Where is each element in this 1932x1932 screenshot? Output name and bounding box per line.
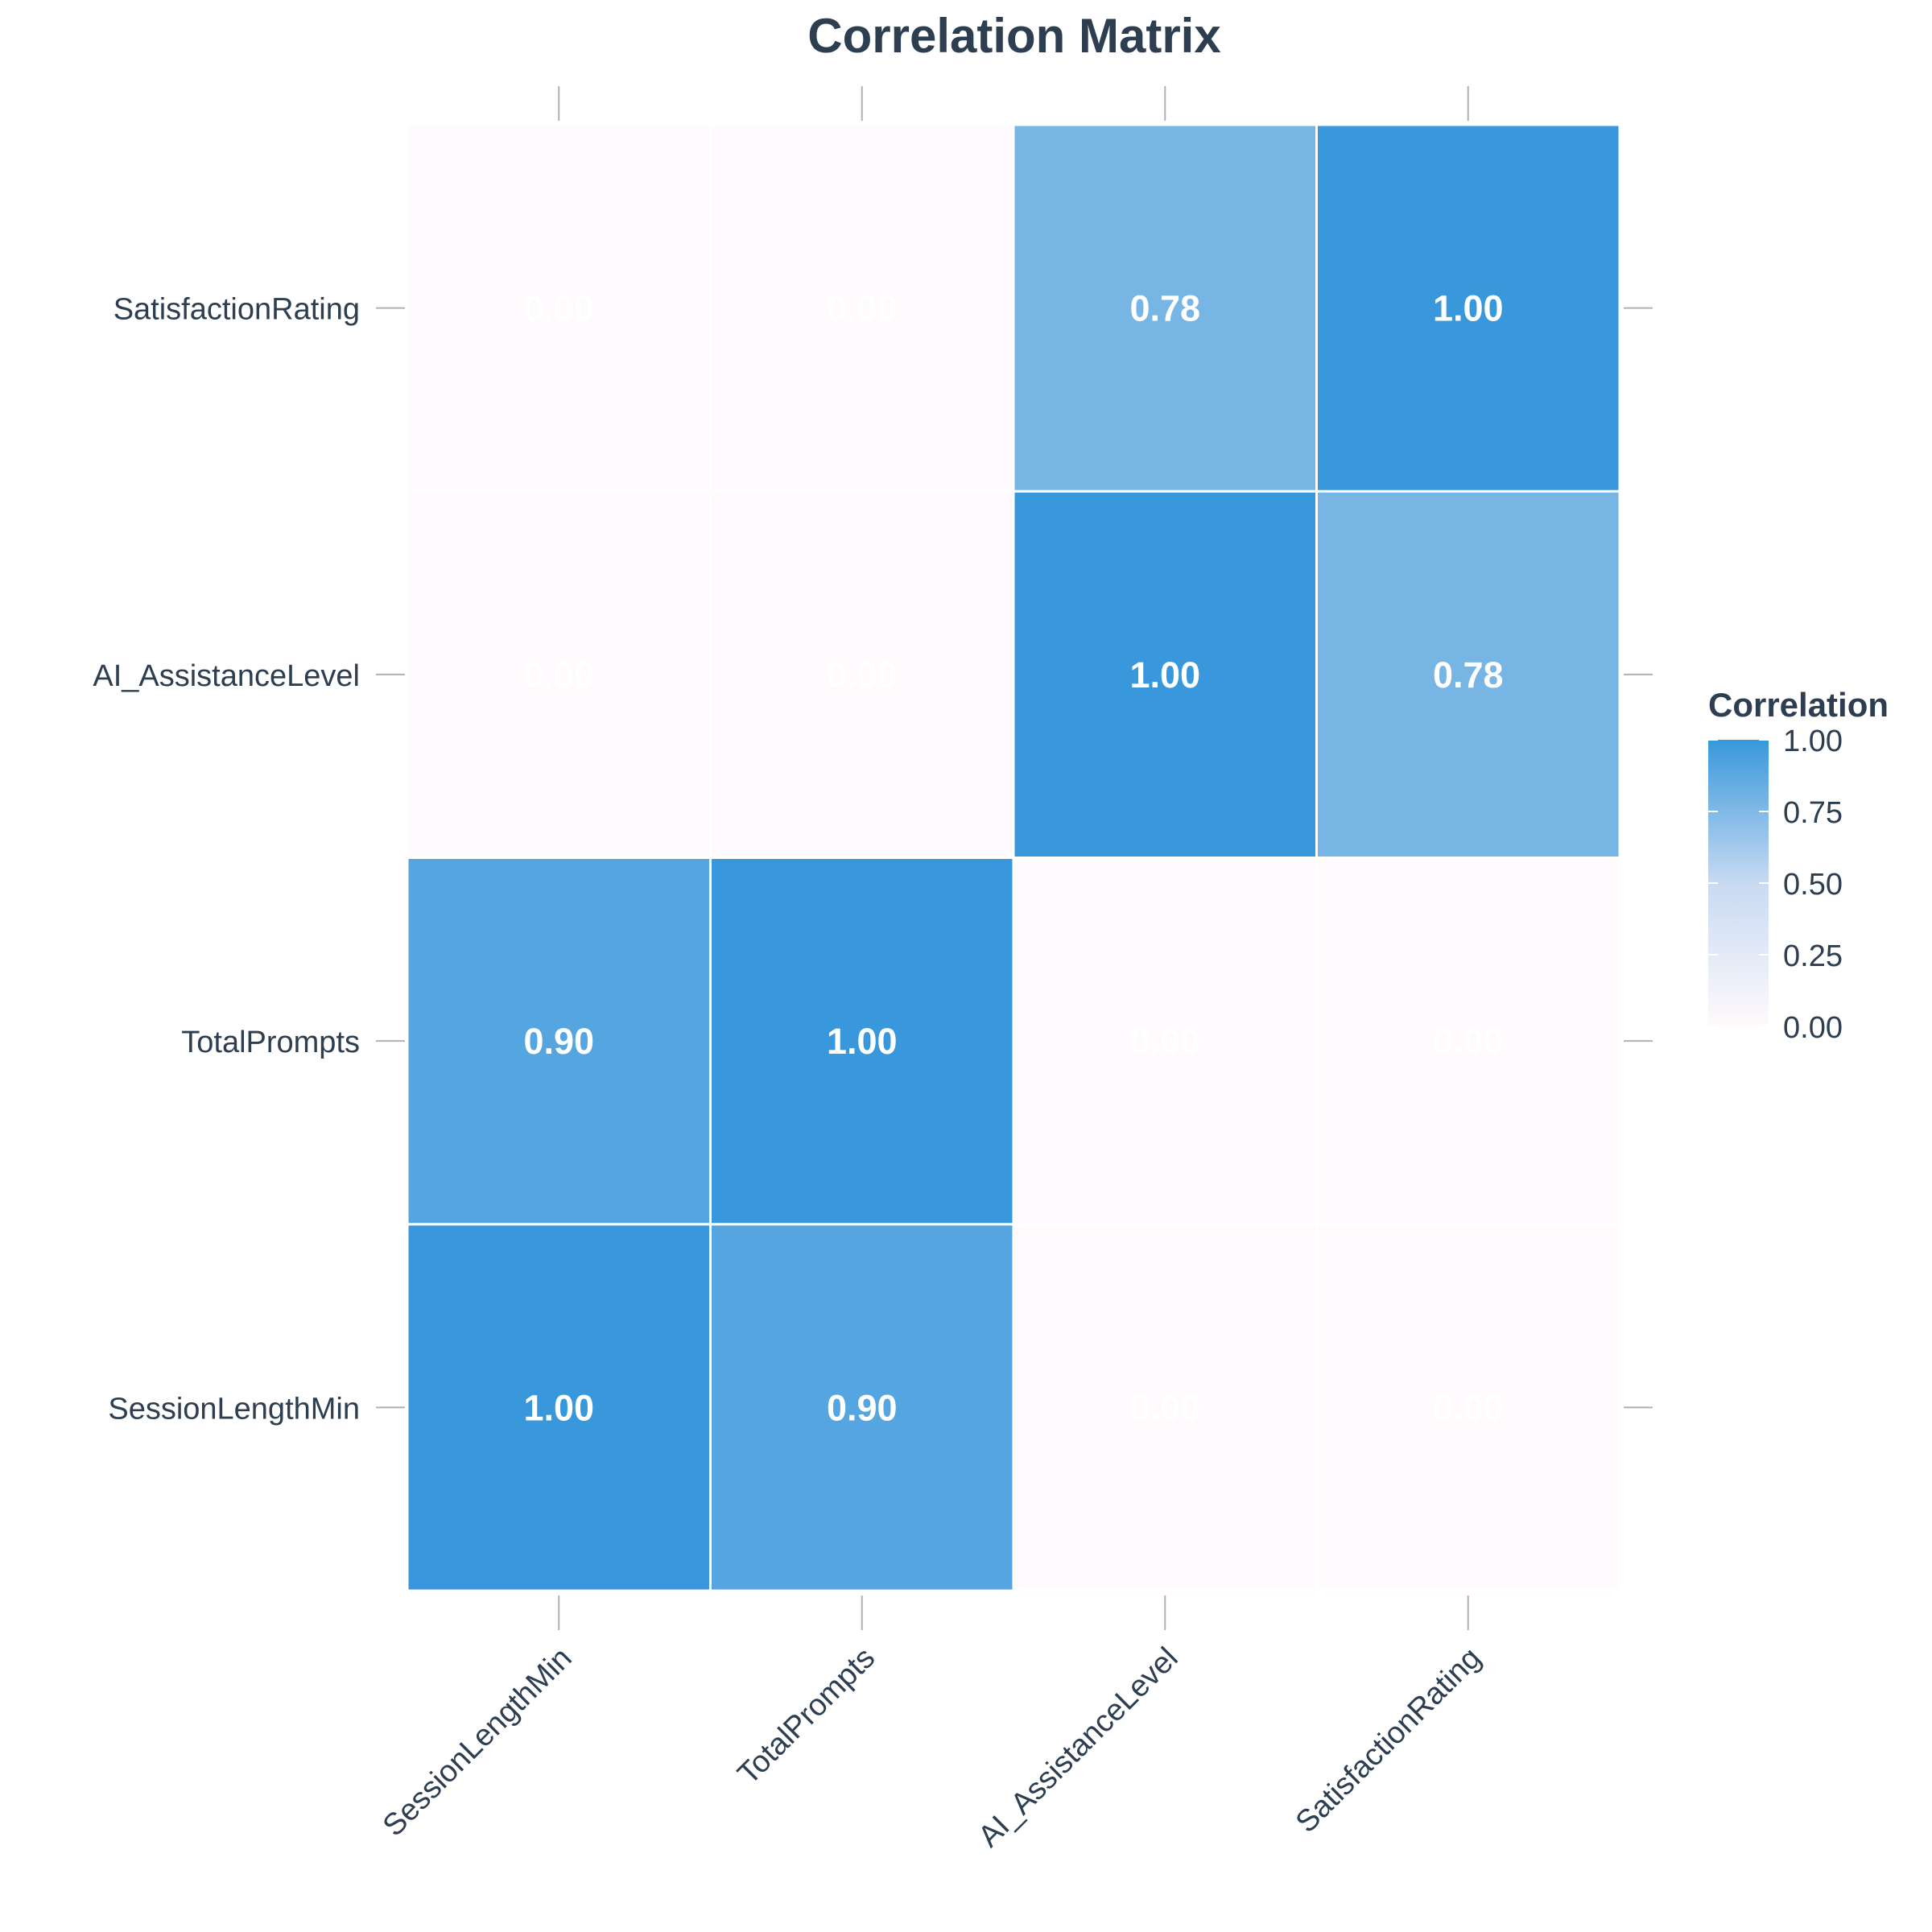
legend-title: Correlation	[1708, 686, 1889, 724]
legend-tick-label: 0.50	[1783, 868, 1843, 902]
legend-tick-label: 0.00	[1783, 1011, 1843, 1045]
heatmap-cell	[406, 857, 712, 1226]
cell-value-label: 1.00	[1433, 288, 1504, 329]
legend-tick-label: 1.00	[1783, 724, 1843, 758]
x-axis-label: TotalPrompts	[732, 1641, 881, 1791]
heatmap-cell	[406, 123, 712, 493]
legend-tick-label: 0.25	[1783, 939, 1843, 973]
y-axis-labels: SessionLengthMin TotalPrompts AI_Assistanc…	[93, 293, 360, 1426]
heatmap-cell	[1315, 489, 1621, 859]
cell-value-label: 0.00	[1433, 1387, 1504, 1428]
heatmap-cell	[709, 489, 1015, 859]
y-axis-label: AI_AssistanceLevel	[93, 659, 360, 693]
axis-ticks	[376, 86, 1653, 1630]
x-axis-label: SessionLengthMin	[377, 1641, 579, 1843]
cell-value-label: 0.00	[523, 288, 594, 329]
heatmap-cell	[709, 857, 1015, 1226]
cell-value-label: 1.00	[523, 1387, 594, 1428]
heatmap-cell	[709, 1223, 1015, 1592]
y-axis-label: SessionLengthMin	[108, 1392, 360, 1426]
heatmap-cell	[1012, 857, 1318, 1226]
heatmap-cell	[1315, 1223, 1621, 1592]
heatmap-cells	[406, 123, 1621, 1592]
cell-value-label: 0.00	[827, 288, 898, 329]
legend-ticks: 0.00 0.25 0.50 0.75 1.00	[1708, 724, 1843, 1045]
x-axis-label: AI_AssistanceLevel	[972, 1641, 1184, 1854]
heatmap-cell	[1012, 123, 1318, 493]
cell-value-label: 0.00	[523, 654, 594, 696]
heatmap-cell	[406, 1223, 712, 1592]
heatmap-cell	[1012, 489, 1318, 859]
cell-value-label: 1.00	[1129, 654, 1200, 696]
legend-colorbar	[1708, 740, 1769, 1026]
cell-value-label: 0.90	[523, 1021, 594, 1062]
cell-value-label: 0.00	[1129, 1021, 1200, 1062]
cell-value-labels: 1.00 0.90 0.00 0.00 0.90 1.00 0.00 0.00 0.00 0.00…	[523, 288, 1503, 1429]
cell-value-label: 0.00	[1433, 1021, 1504, 1062]
legend-tick-label: 0.75	[1783, 796, 1843, 830]
heatmap-cell	[1012, 1223, 1318, 1592]
cell-value-label: 0.00	[827, 654, 898, 696]
chart-title: Correlation Matrix	[807, 9, 1220, 63]
cell-value-label: 0.78	[1433, 654, 1504, 696]
y-axis-label: TotalPrompts	[181, 1026, 360, 1059]
x-axis-labels: SessionLengthMin TotalPrompts AI_Assistanc…	[377, 1641, 1488, 1854]
heatmap-cell	[406, 489, 712, 859]
cell-value-label: 0.00	[1129, 1387, 1200, 1428]
cell-value-label: 0.90	[827, 1387, 898, 1428]
heatmap-cell	[709, 123, 1015, 493]
y-axis-label: SatisfactionRating	[114, 293, 360, 327]
heatmap-cell	[1315, 123, 1621, 493]
cell-value-label: 0.78	[1129, 288, 1200, 329]
heatmap-cell	[1315, 857, 1621, 1226]
x-axis-label: SatisfactionRating	[1290, 1641, 1488, 1839]
legend: Correlation 0.00 0.25 0.50 0.75 1.00	[1708, 686, 1889, 1045]
cell-value-label: 1.00	[827, 1021, 898, 1062]
